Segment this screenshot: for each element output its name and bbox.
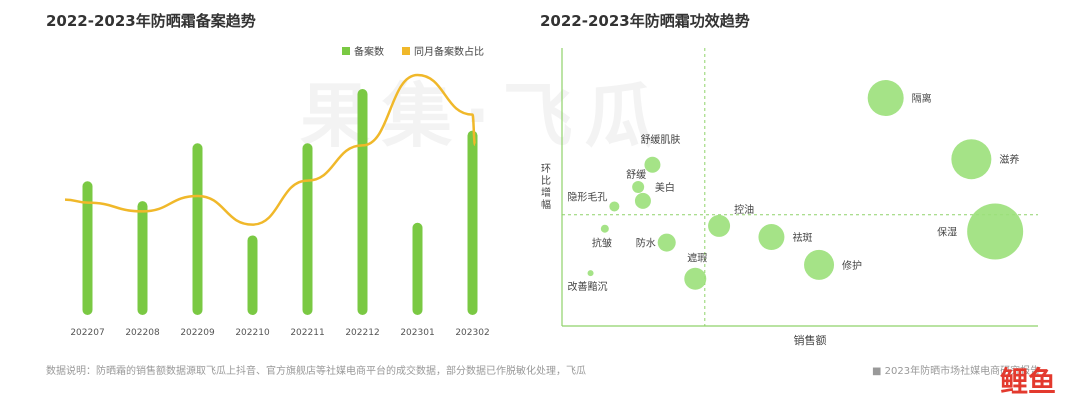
x-tick-202208: 202208 xyxy=(125,328,160,338)
bubble-祛斑 xyxy=(758,224,785,251)
source-note-text: 2023年防晒市场社媒电商研究报告 xyxy=(884,366,1041,377)
source-note: ■ 2023年防晒市场社媒电商研究报告 xyxy=(872,366,1041,377)
bubble-舒缓肌肤 xyxy=(644,156,661,173)
left-chart-title: 2022-2023年防晒霜备案趋势 xyxy=(46,12,256,30)
bar-202301 xyxy=(412,222,423,315)
bubble-label-抗皱: 抗皱 xyxy=(592,237,612,250)
x-tick-labels: 202207 202208 202209 202210 202211 202212 2023… xyxy=(70,328,489,338)
footnote: 数据说明：防晒霜的销售额数据源取飞瓜上抖音、官方旗舰店等社媒电商平台的成交数据，… xyxy=(46,366,586,377)
bars xyxy=(82,89,478,316)
bar-202210 xyxy=(247,235,258,315)
bubble-label-隐形毛孔: 隐形毛孔 xyxy=(567,191,607,203)
x-tick-202212: 202212 xyxy=(345,328,379,338)
bubble-label-控油: 控油 xyxy=(734,203,754,216)
bubble-隔离 xyxy=(867,80,904,117)
bubble-label-滋养: 滋养 xyxy=(999,153,1019,166)
bar-202207 xyxy=(82,181,93,315)
brand-logo: 鲤鱼 xyxy=(1000,365,1057,398)
bubble-label-隔离: 隔离 xyxy=(912,92,932,105)
bubble-label-修护: 修护 xyxy=(842,259,862,272)
y-axis-label-char: 环 xyxy=(541,164,551,175)
bubble-label-舒缓肌肤: 舒缓肌肤 xyxy=(640,133,680,146)
bubble-抗皱 xyxy=(600,224,609,233)
legend-label-share: 同月备案数占比 xyxy=(414,45,484,58)
x-tick-202209: 202209 xyxy=(180,328,215,338)
bubble-label-防水: 防水 xyxy=(636,237,656,250)
bubble-label-遮瑕: 遮瑕 xyxy=(687,252,707,265)
bar-202302 xyxy=(467,130,478,315)
bubble-label-美白: 美白 xyxy=(655,181,675,194)
bubble-隐形毛孔 xyxy=(609,201,620,212)
legend: 备案数 同月备案数占比 xyxy=(342,45,484,58)
bubble-遮瑕 xyxy=(684,267,707,290)
bubble-防水 xyxy=(657,233,676,252)
axes xyxy=(561,48,1038,327)
x-axis-label: 销售额 xyxy=(794,333,827,347)
right-chart-title: 2022-2023年防晒霜功效趋势 xyxy=(540,12,750,30)
y-axis-label-char: 比 xyxy=(541,175,551,187)
x-tick-202210: 202210 xyxy=(235,328,270,338)
bubble-label-舒缓: 舒缓 xyxy=(626,168,646,181)
bubble-滋养 xyxy=(951,139,992,180)
bubble-label-改善黯沉: 改善黯沉 xyxy=(568,280,608,293)
bar-202212 xyxy=(357,89,368,316)
x-tick-202302: 202302 xyxy=(455,328,489,338)
bubble-改善黯沉 xyxy=(587,270,594,277)
legend-label-filings: 备案数 xyxy=(354,45,384,58)
bubble-美白 xyxy=(634,192,651,209)
x-tick-202207: 202207 xyxy=(70,328,104,338)
bubble-label-祛斑: 祛斑 xyxy=(792,231,812,244)
filing-trend-chart: 备案数 同月备案数占比 202207 202208 202209 202210 20221… xyxy=(64,45,490,338)
bar-202209 xyxy=(192,143,203,315)
bubble-label-保湿: 保湿 xyxy=(937,225,957,238)
bar-202211 xyxy=(302,143,313,315)
x-tick-202301: 202301 xyxy=(400,328,434,338)
legend-swatch-share xyxy=(402,47,410,55)
x-tick-202211: 202211 xyxy=(290,328,324,338)
legend-swatch-filings xyxy=(342,47,350,55)
y-axis-label-char: 增 xyxy=(541,186,551,199)
bubble-修护 xyxy=(804,249,835,280)
bar-202208 xyxy=(137,201,148,315)
y-axis-label-char: 幅 xyxy=(541,198,551,211)
bubble-保湿 xyxy=(967,203,1024,260)
bubble-舒缓 xyxy=(632,181,645,193)
share-line xyxy=(64,73,477,226)
bubble-控油 xyxy=(708,214,731,237)
